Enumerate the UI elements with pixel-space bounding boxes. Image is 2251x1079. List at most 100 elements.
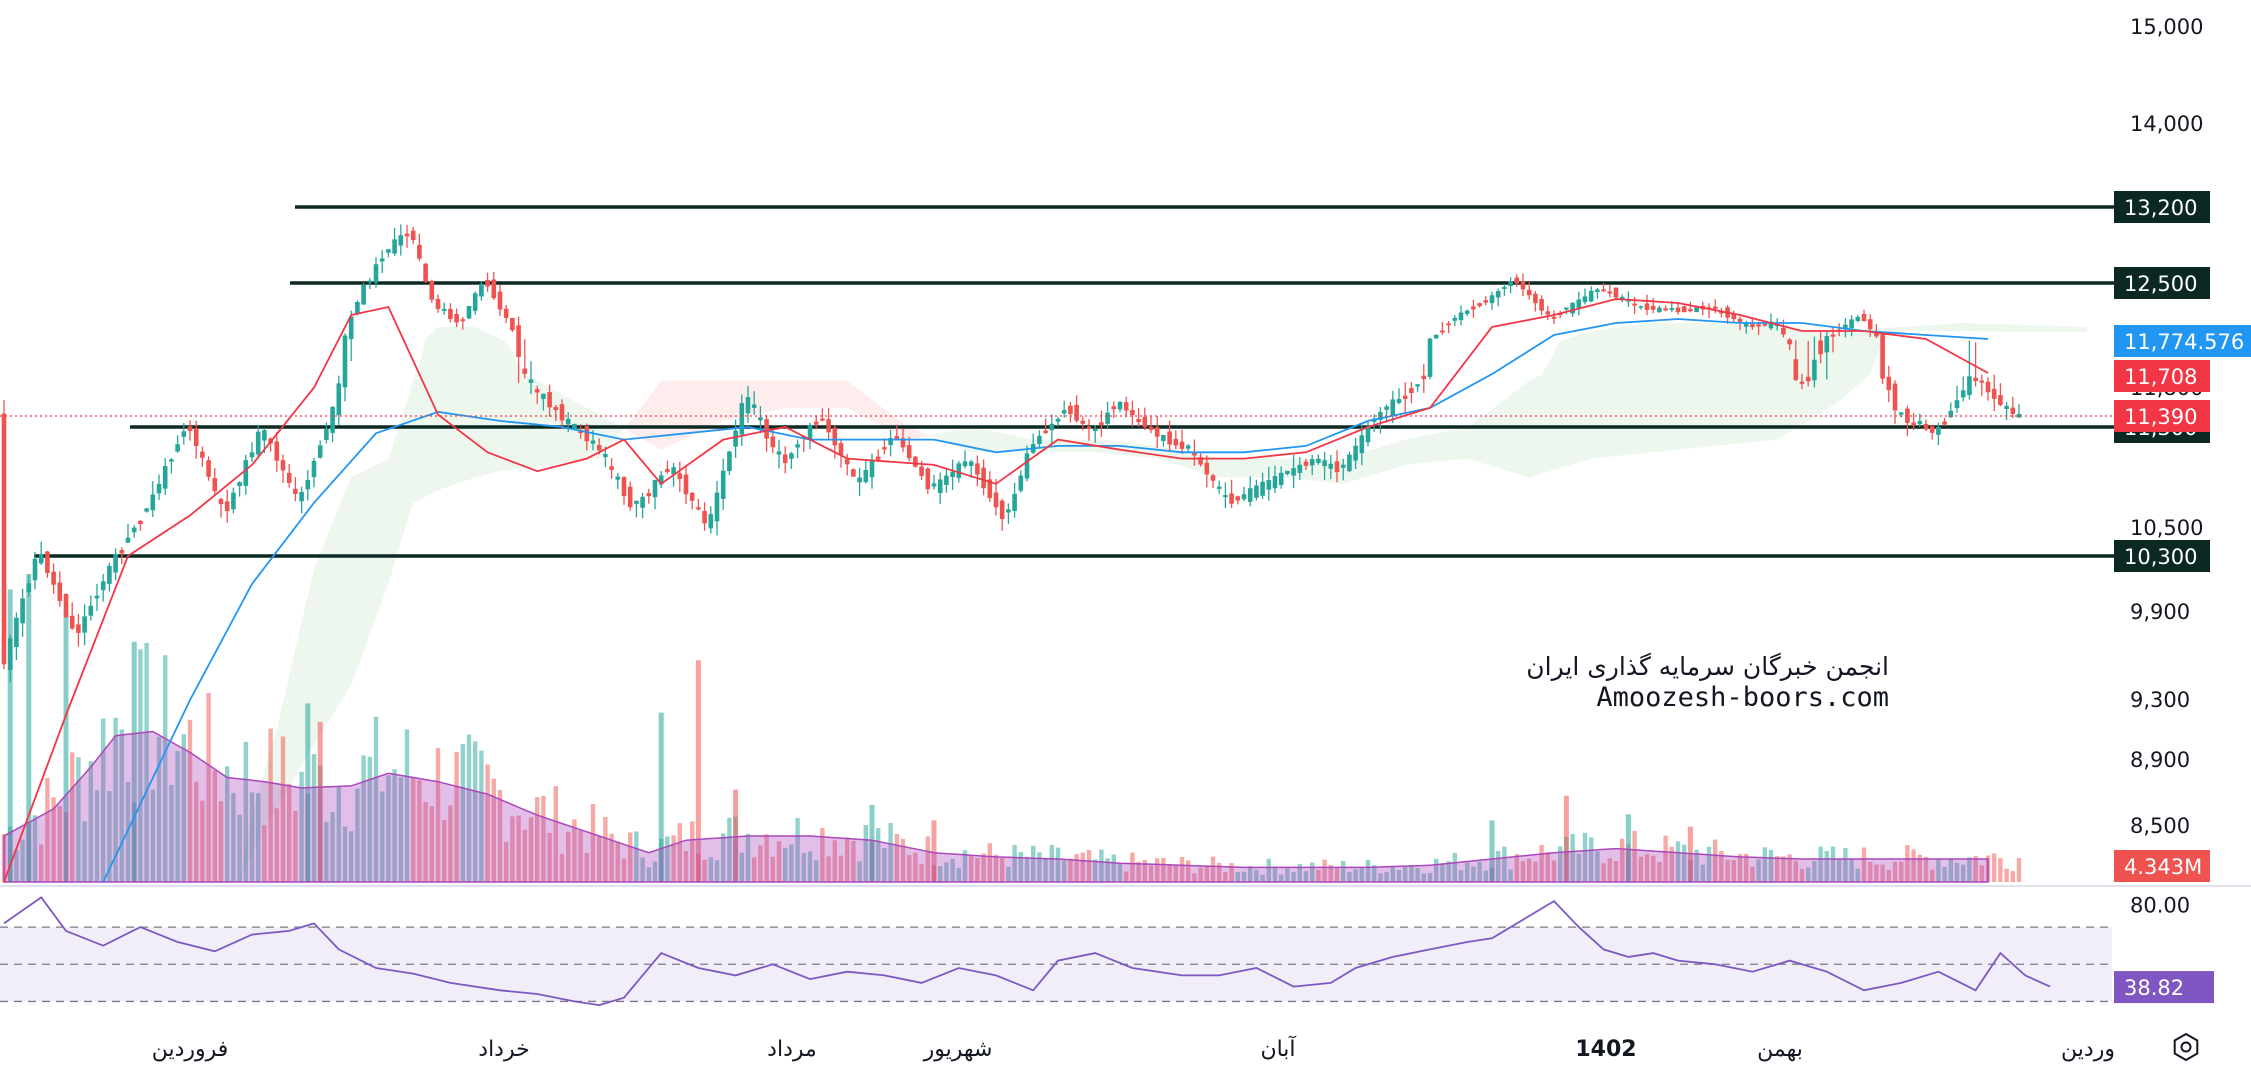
volume-bar — [1768, 849, 1774, 882]
volume-bar — [194, 781, 199, 882]
candle-body — [26, 583, 32, 593]
candle-body — [448, 308, 453, 320]
volume-bar — [1675, 841, 1681, 882]
volume-bar — [1409, 864, 1414, 882]
candle-body — [435, 298, 441, 309]
ma-fast-badge-bg — [2114, 360, 2210, 392]
volume-bar — [45, 777, 50, 882]
volume-bar — [838, 855, 844, 882]
volume-bar — [442, 820, 447, 882]
candle-body — [615, 476, 621, 480]
volume-bar — [473, 741, 478, 882]
candle-body — [1359, 435, 1365, 454]
volume-bar — [2004, 868, 2009, 882]
volume-bar — [1514, 854, 1519, 882]
volume-bar — [1062, 860, 1067, 882]
volume-badge-text: 4.343M — [2124, 855, 2202, 879]
candle-body — [1495, 290, 1501, 298]
candle-body — [1762, 323, 1768, 326]
volume-bar — [1589, 837, 1594, 882]
volume-bar — [1099, 849, 1104, 882]
volume-bar — [1080, 852, 1085, 882]
volume-bar — [51, 797, 56, 882]
volume-bar — [1049, 845, 1054, 882]
candle-body — [844, 459, 850, 465]
volume-bar — [1117, 863, 1123, 882]
candle-body — [851, 469, 856, 477]
volume-bar — [262, 825, 267, 882]
volume-bar — [144, 642, 149, 882]
volume-bar — [14, 849, 19, 882]
candle-body — [1923, 423, 1929, 430]
candle-body — [553, 406, 559, 411]
volume-spike-bar — [26, 574, 32, 882]
candle-body — [857, 477, 862, 483]
candle-body — [838, 443, 844, 455]
last-price-badge-bg — [2114, 400, 2210, 432]
candle-body — [1080, 420, 1086, 424]
volume-bar — [1155, 858, 1160, 882]
candle-body — [88, 605, 94, 616]
volume-bar — [1477, 861, 1482, 882]
candle-body — [820, 418, 825, 421]
candle-body — [875, 456, 881, 460]
price-axis-tick: 15,000 — [2130, 15, 2203, 39]
volume-bar — [1582, 832, 1588, 882]
candle-body — [1192, 452, 1197, 456]
volume-bar — [1303, 871, 1309, 882]
volume-bar — [1923, 856, 1929, 882]
volume-bar — [231, 793, 236, 882]
volume-bar — [745, 833, 751, 882]
volume-bar — [20, 839, 25, 882]
volume-bar — [559, 853, 565, 882]
candle-body — [1365, 426, 1371, 443]
candle-body — [255, 431, 261, 455]
candle-body — [565, 418, 571, 425]
volume-bar — [1006, 866, 1011, 882]
candle-body — [559, 404, 565, 421]
volume-bar — [1954, 862, 1960, 882]
candle-body — [900, 438, 906, 448]
candle-body — [528, 379, 534, 383]
candle-body — [1681, 306, 1687, 313]
candle-body — [1092, 428, 1098, 432]
volume-spike-bar — [658, 712, 664, 882]
candle-body — [1892, 383, 1898, 411]
candle-body — [1130, 410, 1135, 415]
volume-bar — [1496, 850, 1501, 882]
candle-body — [404, 233, 410, 237]
candle-body — [1111, 406, 1117, 410]
volume-bar — [1142, 859, 1147, 882]
candle-body — [76, 624, 81, 633]
volume-bar — [1613, 860, 1619, 882]
volume-bar — [857, 861, 862, 882]
candle-body — [45, 551, 50, 574]
volume-bar — [690, 821, 695, 882]
volume-bar — [1886, 869, 1891, 882]
level-badge-10300: 10,300 — [2114, 540, 2210, 572]
volume-bar — [411, 777, 416, 882]
time-axis-tick: بهمن — [1757, 1037, 1803, 1062]
candle-body — [1018, 475, 1024, 491]
volume-bar — [1713, 839, 1718, 882]
volume-bar — [330, 812, 335, 882]
candle-body — [1551, 316, 1557, 319]
candle-body — [1973, 377, 1978, 382]
volume-bar — [1601, 863, 1606, 882]
candle-body — [1266, 480, 1272, 490]
volume-bar — [1917, 854, 1922, 882]
rsi-axis-tick: 80.00 — [2130, 894, 2190, 918]
candle-body — [1954, 400, 1960, 409]
level-badge-12500-bg — [2114, 267, 2210, 299]
candle-body — [962, 461, 968, 467]
candle-body — [342, 335, 348, 388]
settings-icon[interactable] — [2173, 1032, 2199, 1062]
candle-body — [1291, 468, 1296, 476]
price-axis-tick: 14,000 — [2130, 112, 2203, 136]
candle-body — [764, 419, 769, 439]
volume-bar — [1086, 849, 1092, 882]
moving-average-fast-line — [3, 298, 1989, 883]
volume-bar — [1161, 858, 1166, 882]
